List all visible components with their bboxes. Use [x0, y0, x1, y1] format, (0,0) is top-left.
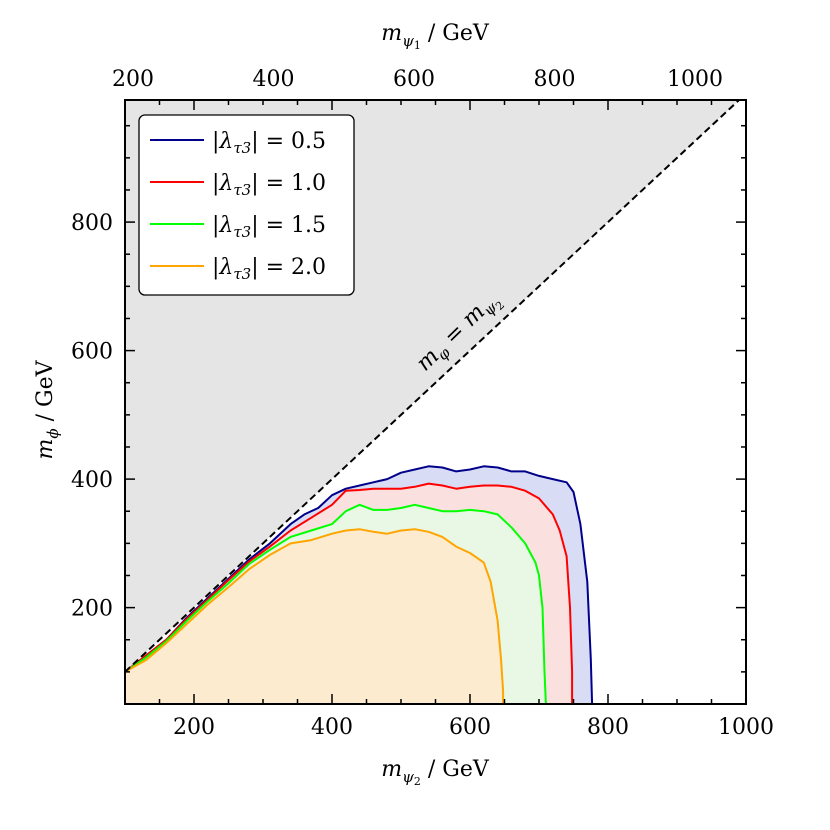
top-tick-label: 1000: [667, 67, 723, 92]
series-line-1: [125, 482, 574, 704]
bottom-tick-label: 800: [587, 715, 629, 740]
series-line-3: [125, 528, 505, 704]
top-tick-label: 800: [534, 67, 576, 92]
top-axis-label: mψ1 / GeV: [381, 21, 490, 52]
legend: |λτ3| = 0.5 |λτ3| = 1.0 |λτ3| = 1.5 |λτ3| =…: [138, 114, 355, 296]
legend-label-0: |λτ3| = 0.5: [212, 129, 326, 157]
legend-box: [138, 114, 355, 296]
left-tick-label: 400: [71, 468, 113, 493]
legend-label-2: |λτ3| = 1.5: [212, 213, 326, 241]
top-tick-label: 200: [112, 67, 154, 92]
legend-label-1: |λτ3| = 1.0: [212, 171, 326, 199]
top-tick-label: 400: [253, 67, 295, 92]
left-tick-label: 800: [71, 211, 113, 236]
bottom-tick-label: 1000: [718, 715, 774, 740]
bottom-tick-label: 600: [449, 715, 491, 740]
left-tick-label: 200: [71, 597, 113, 622]
top-tick-label: 600: [393, 67, 435, 92]
series-line-2: [125, 503, 547, 704]
left-axis-label: mϕ / GeV: [33, 359, 62, 459]
legend-label-3: |λτ3| = 2.0: [212, 255, 326, 283]
bottom-tick-label: 200: [173, 715, 215, 740]
bottom-axis-label: mψ2 / GeV: [381, 757, 490, 788]
diagonal-boundary-line: [125, 100, 740, 673]
series-fill-3: [125, 529, 504, 704]
bottom-tick-label: 400: [311, 715, 353, 740]
series-line-0: [125, 465, 594, 704]
left-tick-label: 600: [71, 340, 113, 365]
